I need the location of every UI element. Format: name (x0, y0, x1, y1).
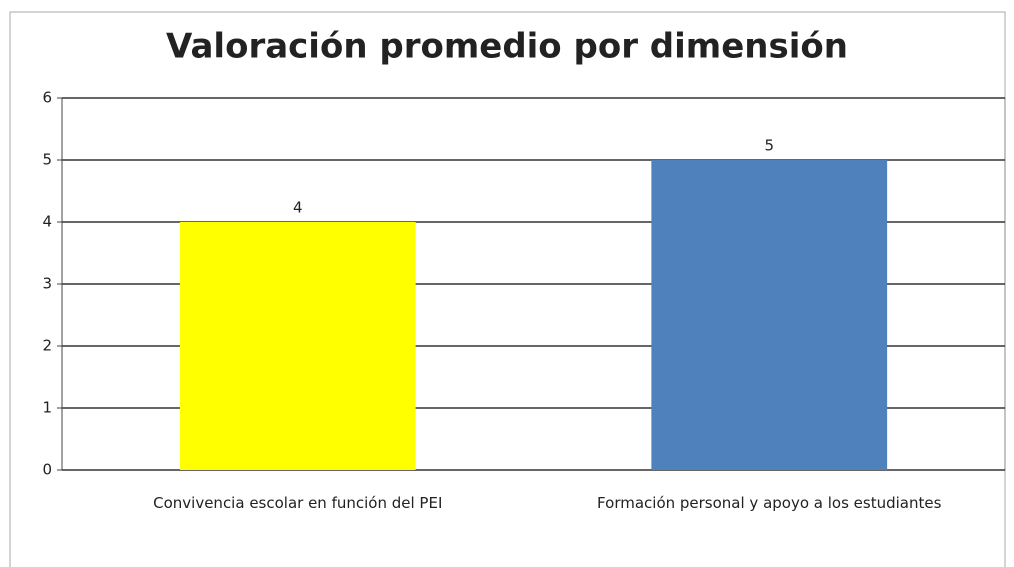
y-tick-label: 5 (42, 151, 52, 169)
bar (179, 222, 416, 470)
y-tick-label: 4 (42, 213, 52, 231)
x-tick-label: Convivencia escolar en función del PEI (153, 494, 443, 512)
y-tick-label: 1 (42, 399, 52, 417)
y-tick-label: 6 (42, 89, 52, 107)
x-tick-label: Formación personal y apoyo a los estudia… (597, 494, 942, 512)
data-label: 5 (764, 137, 774, 155)
y-tick-label: 0 (42, 461, 52, 479)
data-label: 4 (293, 199, 303, 217)
y-tick-label: 2 (42, 337, 52, 355)
chart-title: Valoración promedio por dimensión (166, 27, 848, 67)
bar (651, 160, 888, 470)
y-tick-label: 3 (42, 275, 52, 293)
